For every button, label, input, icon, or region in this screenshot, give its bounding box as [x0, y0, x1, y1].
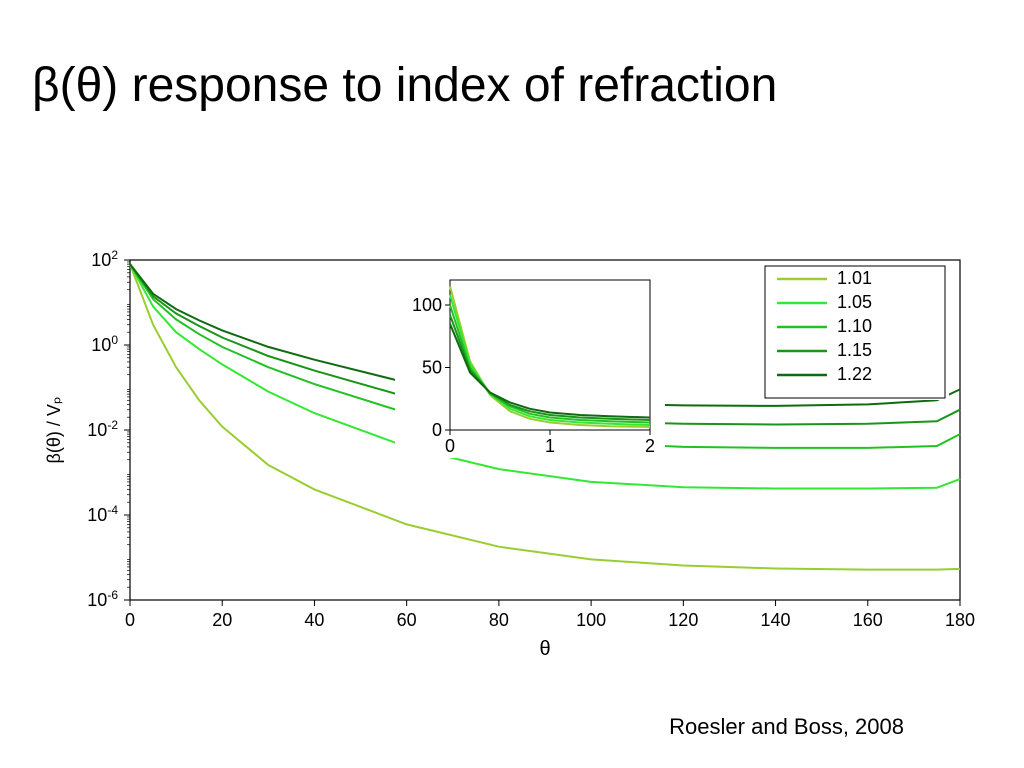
svg-text:β(θ) / Vₚ: β(θ) / Vₚ: [44, 396, 64, 463]
svg-text:10-6: 10-6: [87, 588, 118, 610]
svg-text:50: 50: [422, 358, 442, 378]
svg-text:180: 180: [945, 610, 975, 630]
svg-text:θ: θ: [539, 638, 550, 660]
svg-text:2: 2: [645, 436, 655, 456]
svg-text:10-4: 10-4: [87, 503, 118, 525]
svg-text:100: 100: [576, 610, 606, 630]
svg-text:1.15: 1.15: [837, 340, 872, 360]
chart-container: 020406080100120140160180θ10-610-410-2100…: [40, 250, 980, 670]
svg-text:10-2: 10-2: [87, 418, 118, 440]
svg-text:1.05: 1.05: [837, 292, 872, 312]
svg-text:1.01: 1.01: [837, 268, 872, 288]
svg-text:1.22: 1.22: [837, 364, 872, 384]
svg-text:100: 100: [412, 295, 442, 315]
citation-text: Roesler and Boss, 2008: [669, 714, 904, 740]
svg-text:40: 40: [304, 610, 324, 630]
slide: β(θ) response to index of refraction 020…: [0, 0, 1024, 768]
svg-text:140: 140: [761, 610, 791, 630]
svg-text:0: 0: [445, 436, 455, 456]
svg-text:100: 100: [91, 333, 118, 355]
svg-text:120: 120: [668, 610, 698, 630]
main-chart: 020406080100120140160180θ10-610-410-2100…: [40, 250, 980, 670]
svg-text:102: 102: [91, 250, 118, 270]
svg-text:80: 80: [489, 610, 509, 630]
svg-text:0: 0: [125, 610, 135, 630]
svg-text:1: 1: [545, 436, 555, 456]
svg-text:160: 160: [853, 610, 883, 630]
svg-text:60: 60: [397, 610, 417, 630]
svg-text:20: 20: [212, 610, 232, 630]
svg-text:0: 0: [432, 420, 442, 440]
slide-title: β(θ) response to index of refraction: [32, 58, 992, 113]
svg-text:1.10: 1.10: [837, 316, 872, 336]
